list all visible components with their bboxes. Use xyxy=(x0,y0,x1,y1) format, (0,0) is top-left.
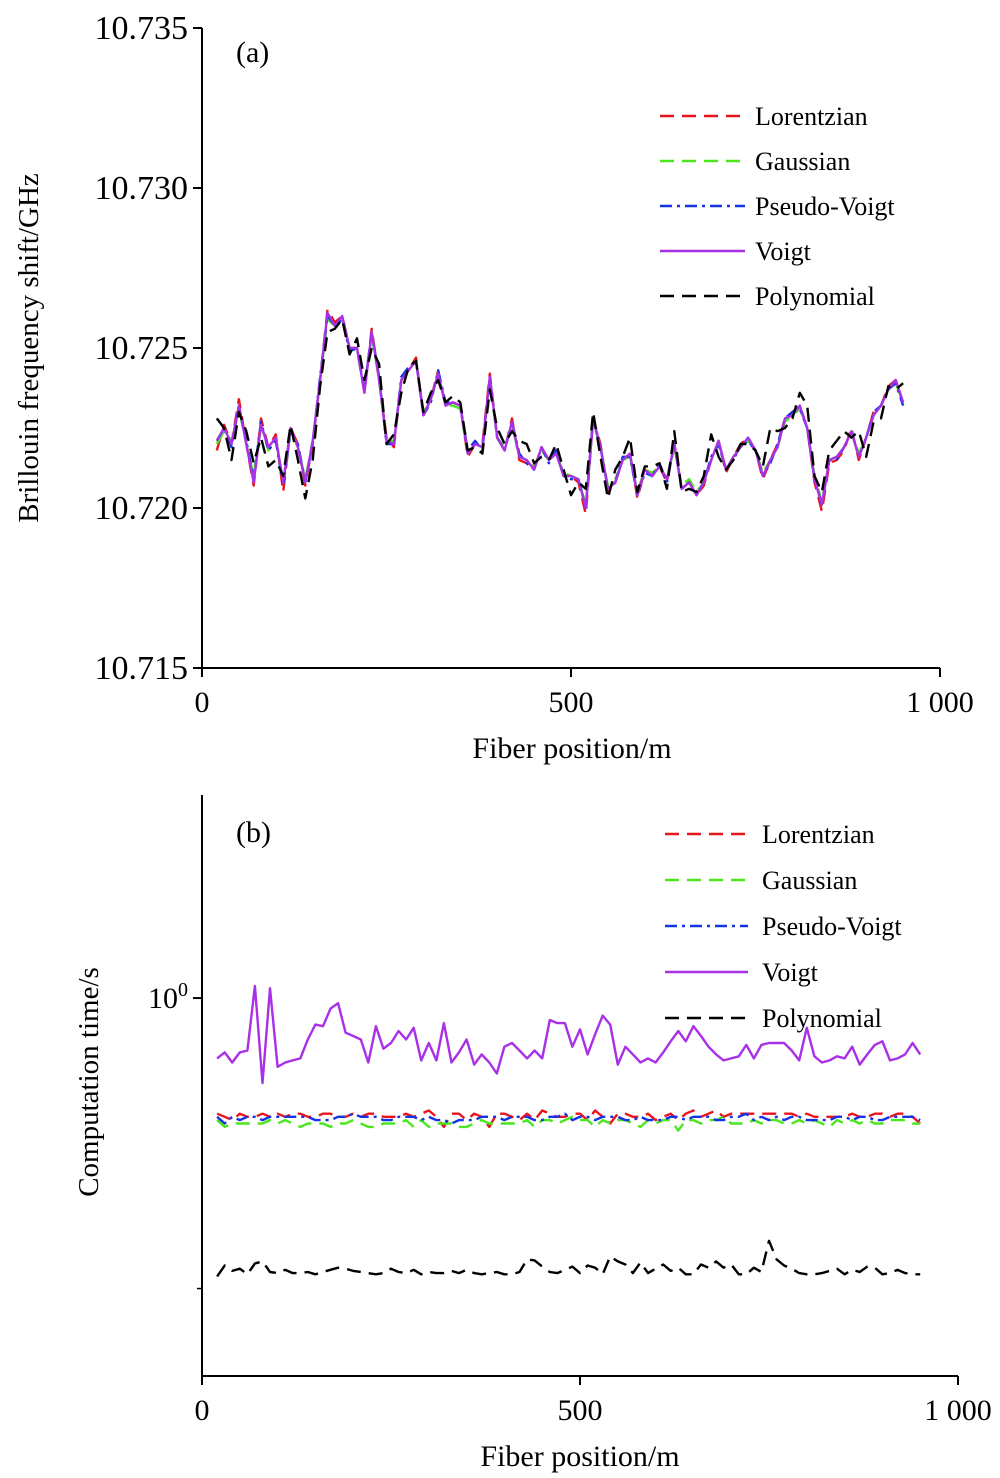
panel-a-series xyxy=(215,308,905,516)
panel-a-label: (a) xyxy=(236,36,269,69)
legend-label: Pseudo-Voigt xyxy=(762,912,902,941)
panel-b-ylabel: Computation time/s xyxy=(73,967,105,1197)
legend-label: Gaussian xyxy=(762,866,857,895)
panel-b-xlabel: Fiber position/m xyxy=(480,1440,679,1473)
x-tick-label: 500 xyxy=(558,1394,603,1427)
x-tick-label: 1 000 xyxy=(924,1394,992,1427)
series-line-polynomial xyxy=(215,318,904,500)
panel-b-tick-labels: 0 500 1 000 100 xyxy=(148,979,992,1427)
x-tick-label: 0 xyxy=(195,1394,210,1427)
panel-a-chart: (a) Brillouin frequency shift/GHz Fiber … xyxy=(13,10,974,765)
legend-label: Voigt xyxy=(762,958,819,987)
legend-label: Lorentzian xyxy=(762,820,875,849)
legend-label: Polynomial xyxy=(755,282,875,311)
panel-a-ylabel: Brillouin frequency shift/GHz xyxy=(13,173,45,523)
y-tick-label: 10.725 xyxy=(95,330,189,367)
y-tick-label: 100 xyxy=(148,979,188,1015)
y-tick-label: 10.720 xyxy=(95,490,189,527)
y-tick-label: 10.735 xyxy=(95,10,189,47)
panel-a-tick-labels: 0 500 1 000 10.715 10.720 10.725 10.730 10.735 xyxy=(95,10,974,719)
panel-b-legend: Lorentzian Gaussian Pseudo-Voigt Voigt Polyn… xyxy=(665,820,902,1033)
panel-b-label: (b) xyxy=(236,816,271,849)
legend-label: Gaussian xyxy=(755,147,850,176)
series-line-pseudo-voigt xyxy=(215,314,905,510)
legend-label: Voigt xyxy=(755,237,812,266)
series-line-voigt xyxy=(215,311,905,510)
x-tick-label: 500 xyxy=(549,686,594,719)
x-tick-label: 1 000 xyxy=(906,686,974,719)
legend-label: Lorentzian xyxy=(755,102,868,131)
y-tick-label: 10.730 xyxy=(95,170,189,207)
x-tick-label: 0 xyxy=(195,686,210,719)
panel-b-chart: (b) Computation time/s Fiber position/m … xyxy=(73,795,992,1473)
series-line-voigt xyxy=(216,984,922,1085)
series-line-polynomial xyxy=(216,1239,921,1278)
series-line-pseudo-voigt xyxy=(216,1112,921,1125)
legend-label: Pseudo-Voigt xyxy=(755,192,895,221)
legend-label: Polynomial xyxy=(762,1004,882,1033)
series-line-gaussian xyxy=(216,1115,921,1132)
panel-a-legend: Lorentzian Gaussian Pseudo-Voigt Voigt Polyn… xyxy=(660,102,895,311)
panel-a-xlabel: Fiber position/m xyxy=(472,732,671,765)
y-tick-label: 10.715 xyxy=(95,650,189,687)
panel-b-series xyxy=(216,984,922,1278)
